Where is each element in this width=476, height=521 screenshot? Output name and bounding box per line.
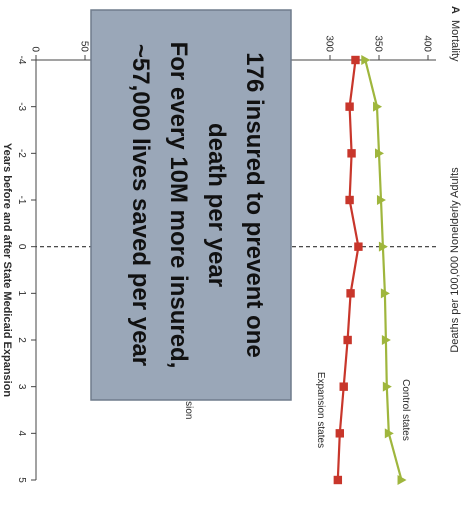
callout-line: ~57,000 lives saved per year xyxy=(127,44,154,366)
expansion-point xyxy=(351,55,360,65)
expansion-point xyxy=(346,289,355,298)
expansion-point xyxy=(335,429,344,438)
control-point xyxy=(375,148,384,159)
control-point xyxy=(380,288,390,299)
control-point xyxy=(382,381,392,392)
control-point xyxy=(373,101,383,112)
x-tick-label: -2 xyxy=(16,149,27,158)
control-point xyxy=(378,241,388,252)
control-point xyxy=(376,195,386,205)
y-tick-label: 50 xyxy=(79,41,90,53)
x-tick-label: 5 xyxy=(16,477,27,483)
panel-label: A xyxy=(449,6,461,14)
x-tick-label: -4 xyxy=(16,56,27,65)
callout-line: 176 insured to prevent one xyxy=(241,52,268,357)
control-point xyxy=(381,335,391,345)
control-point xyxy=(361,55,371,65)
series-line-expansion xyxy=(336,59,360,481)
chart-title: Mortality xyxy=(449,20,461,62)
callout-box xyxy=(90,9,292,401)
y-tick-label: 0 xyxy=(30,46,41,52)
x-tick-label: 0 xyxy=(16,244,27,250)
expansion-point xyxy=(345,195,354,205)
expansion-point xyxy=(347,149,356,158)
series-line-control xyxy=(364,59,403,481)
x-axis-label: Years before and after State Medicaid Ex… xyxy=(1,143,13,398)
x-tick-label: -3 xyxy=(16,102,27,111)
series-name-control: Control states xyxy=(400,379,411,441)
expansion-point xyxy=(339,382,348,391)
expansion-point xyxy=(333,475,343,485)
control-point xyxy=(397,475,407,485)
x-tick-label: 3 xyxy=(16,384,27,390)
x-tick-label: 2 xyxy=(16,337,27,343)
series-name-expansion: Expansion states xyxy=(315,372,326,448)
control-point xyxy=(384,428,394,439)
labels: 050100150200250300350400-4-3-2-1012345Co… xyxy=(1,6,461,483)
y-tick-label: 300 xyxy=(324,35,335,52)
y-axis-label: Deaths per 100,000 Nonelderly Adults xyxy=(449,167,461,353)
expansion-point xyxy=(343,335,352,345)
series xyxy=(333,55,407,485)
y-tick-label: 350 xyxy=(373,35,384,52)
callout-line: death per year xyxy=(203,123,230,287)
expansion-point xyxy=(345,102,354,111)
expansion-point xyxy=(354,242,363,251)
x-tick-label: 1 xyxy=(16,291,27,297)
x-tick-label: -1 xyxy=(16,196,27,205)
x-tick-label: 4 xyxy=(16,431,27,437)
callout-line: For every 10M more insured, xyxy=(165,42,192,369)
y-tick-label: 400 xyxy=(422,35,433,52)
